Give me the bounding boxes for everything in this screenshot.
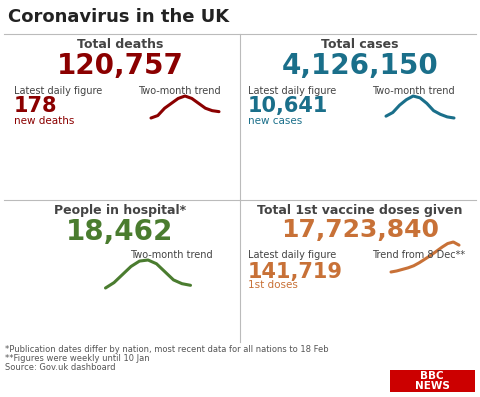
FancyBboxPatch shape <box>390 370 475 392</box>
Text: 141,719: 141,719 <box>248 262 343 282</box>
Text: 18,462: 18,462 <box>66 218 174 246</box>
Text: Source: Gov.uk dashboard: Source: Gov.uk dashboard <box>5 363 116 372</box>
Text: 4,126,150: 4,126,150 <box>282 52 438 80</box>
Text: Trend from 8 Dec**: Trend from 8 Dec** <box>372 250 465 260</box>
Text: *Publication dates differ by nation, most recent data for all nations to 18 Feb: *Publication dates differ by nation, mos… <box>5 345 329 354</box>
Text: **Figures were weekly until 10 Jan: **Figures were weekly until 10 Jan <box>5 354 150 363</box>
Text: Total deaths: Total deaths <box>77 38 163 51</box>
Text: BBC
NEWS: BBC NEWS <box>415 371 449 391</box>
Text: Two-month trend: Two-month trend <box>372 86 455 96</box>
Text: 1st doses: 1st doses <box>248 280 298 290</box>
Text: 178: 178 <box>14 96 58 116</box>
Text: new cases: new cases <box>248 116 302 126</box>
Text: Coronavirus in the UK: Coronavirus in the UK <box>8 8 229 26</box>
Text: Latest daily figure: Latest daily figure <box>248 86 336 96</box>
Text: new deaths: new deaths <box>14 116 74 126</box>
Text: 17,723,840: 17,723,840 <box>281 218 439 242</box>
Text: Total 1st vaccine doses given: Total 1st vaccine doses given <box>257 204 463 217</box>
Text: Two-month trend: Two-month trend <box>130 250 213 260</box>
Text: 120,757: 120,757 <box>57 52 183 80</box>
Text: Total cases: Total cases <box>321 38 399 51</box>
Text: Two-month trend: Two-month trend <box>138 86 221 96</box>
Text: 10,641: 10,641 <box>248 96 328 116</box>
Text: Latest daily figure: Latest daily figure <box>248 250 336 260</box>
Text: People in hospital*: People in hospital* <box>54 204 186 217</box>
Text: Latest daily figure: Latest daily figure <box>14 86 102 96</box>
